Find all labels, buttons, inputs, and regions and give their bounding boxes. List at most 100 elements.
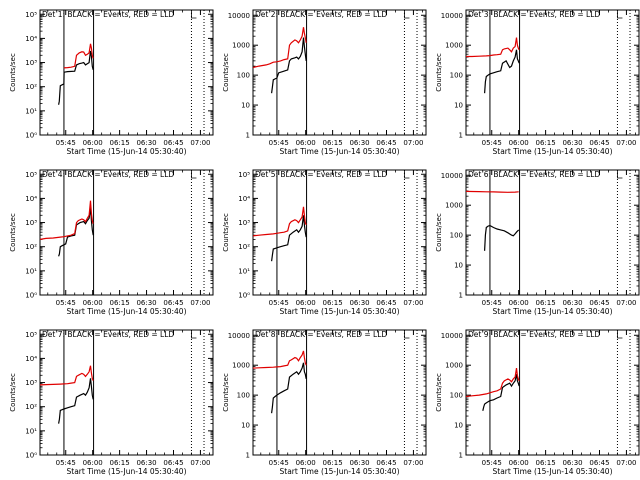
series-line-events bbox=[271, 362, 307, 414]
x-tick-label: 06:30 bbox=[562, 459, 582, 467]
x-tick-label: 05:45 bbox=[482, 459, 502, 467]
x-tick-label: 06:00 bbox=[296, 299, 316, 307]
bracket-marker bbox=[191, 172, 197, 179]
series-line-events bbox=[58, 50, 94, 105]
plot-frame bbox=[465, 329, 640, 456]
y-tick-label: 10⁵ bbox=[25, 331, 37, 339]
x-axis-label: Start Time (15-Jun-14 05:30:40) bbox=[493, 307, 613, 316]
x-tick-label: 07:00 bbox=[403, 299, 423, 307]
y-tick-label: 10⁴ bbox=[25, 355, 37, 363]
x-axis-label: Start Time (15-Jun-14 05:30:40) bbox=[280, 147, 400, 156]
x-tick-label: 06:15 bbox=[110, 299, 130, 307]
x-tick-label: 06:30 bbox=[136, 459, 156, 467]
detector-panel-3: Det 3: BLACK = Events, RED = LLD 1 10 100 10… bbox=[435, 9, 640, 156]
y-axis-label: Counts/sec bbox=[222, 373, 230, 412]
y-tick-label: 10² bbox=[25, 403, 37, 411]
x-tick-label: 07:00 bbox=[403, 459, 423, 467]
y-tick-label: 10³ bbox=[25, 219, 37, 227]
y-tick-label: 10000 bbox=[228, 332, 250, 340]
bracket-marker bbox=[404, 172, 410, 179]
chart-title: Det 3: BLACK = Events, RED = LLD bbox=[468, 10, 600, 19]
y-tick-label: 1000 bbox=[232, 362, 250, 370]
bracket-marker bbox=[404, 332, 410, 339]
series-line-events bbox=[271, 37, 307, 94]
x-tick-label: 06:00 bbox=[509, 299, 529, 307]
x-tick-label: 06:30 bbox=[562, 299, 582, 307]
x-tick-label: 07:00 bbox=[190, 459, 210, 467]
detector-panel-2: Det 2: BLACK = Events, RED = LLD 1 10 100 10… bbox=[222, 9, 427, 156]
y-tick-label: 1 bbox=[246, 132, 250, 140]
y-tick-label: 10¹ bbox=[25, 427, 37, 435]
y-tick-label: 10000 bbox=[228, 12, 250, 20]
series-line-lld bbox=[39, 200, 94, 240]
y-tick-label: 100 bbox=[450, 72, 463, 80]
x-axis-label: Start Time (15-Jun-14 05:30:40) bbox=[280, 467, 400, 476]
chart-title: Det 1: BLACK = Events, RED = LLD bbox=[42, 10, 174, 19]
x-axis-label: Start Time (15-Jun-14 05:30:40) bbox=[493, 147, 613, 156]
x-tick-label: 06:15 bbox=[323, 299, 343, 307]
x-tick-label: 07:00 bbox=[616, 459, 636, 467]
y-tick-label: 10 bbox=[241, 422, 250, 430]
series-line-events bbox=[484, 224, 520, 251]
y-tick-label: 10000 bbox=[441, 172, 463, 180]
y-tick-label: 1000 bbox=[232, 42, 250, 50]
x-tick-label: 06:45 bbox=[163, 299, 183, 307]
x-tick-label: 06:30 bbox=[562, 139, 582, 147]
x-axis-label: Start Time (15-Jun-14 05:30:40) bbox=[493, 467, 613, 476]
x-tick-label: 06:00 bbox=[509, 139, 529, 147]
x-tick-label: 05:45 bbox=[482, 139, 502, 147]
detector-panel-4: Det 4: BLACK = Events, RED = LLD 10⁰ 10¹ 10… bbox=[9, 169, 214, 316]
series-line-lld bbox=[252, 350, 307, 369]
y-tick-label: 10⁴ bbox=[238, 195, 250, 203]
plot-frame bbox=[252, 9, 427, 136]
x-axis-label: Start Time (15-Jun-14 05:30:40) bbox=[67, 147, 187, 156]
x-tick-label: 06:45 bbox=[589, 299, 609, 307]
x-tick-label: 06:45 bbox=[163, 459, 183, 467]
series-line-events bbox=[271, 215, 307, 262]
x-tick-label: 05:45 bbox=[269, 139, 289, 147]
bracket-marker bbox=[617, 172, 623, 179]
plot-frame bbox=[252, 329, 427, 456]
series-line-lld bbox=[39, 365, 94, 386]
x-tick-label: 06:15 bbox=[323, 139, 343, 147]
detector-panel-9: Det 9: BLACK = Events, RED = LLD 1 10 100 10… bbox=[435, 329, 640, 476]
x-tick-label: 06:00 bbox=[509, 459, 529, 467]
x-tick-label: 06:30 bbox=[349, 139, 369, 147]
y-tick-label: 10 bbox=[454, 262, 463, 270]
y-tick-label: 1 bbox=[459, 132, 463, 140]
y-axis-label: Counts/sec bbox=[435, 373, 443, 412]
series-line-events bbox=[482, 374, 520, 411]
x-axis-label: Start Time (15-Jun-14 05:30:40) bbox=[280, 307, 400, 316]
detector-panel-1: Det 1: BLACK = Events, RED = LLD 10⁰ 10¹ 10… bbox=[9, 9, 214, 156]
y-tick-label: 10⁵ bbox=[238, 171, 250, 179]
x-tick-label: 06:45 bbox=[163, 139, 183, 147]
bracket-marker bbox=[191, 332, 197, 339]
x-tick-label: 06:30 bbox=[136, 139, 156, 147]
y-tick-label: 10⁵ bbox=[25, 171, 37, 179]
series-line-events bbox=[58, 378, 94, 424]
x-axis-label: Start Time (15-Jun-14 05:30:40) bbox=[67, 467, 187, 476]
x-tick-label: 05:45 bbox=[482, 299, 502, 307]
series-line-events bbox=[484, 49, 520, 94]
x-tick-label: 06:00 bbox=[83, 139, 103, 147]
x-tick-label: 06:45 bbox=[376, 139, 396, 147]
x-tick-label: 06:00 bbox=[296, 459, 316, 467]
y-tick-label: 1 bbox=[459, 452, 463, 460]
chart-title: Det 4: BLACK = Events, RED = LLD bbox=[42, 170, 174, 179]
x-tick-label: 05:45 bbox=[269, 299, 289, 307]
y-tick-label: 10⁰ bbox=[238, 292, 250, 300]
x-tick-label: 07:00 bbox=[190, 139, 210, 147]
x-tick-label: 07:00 bbox=[616, 299, 636, 307]
chart-title: Det 6: BLACK = Events, RED = LLD bbox=[468, 170, 600, 179]
detector-panel-6: Det 6: BLACK = Events, RED = LLD 1 10 100 10… bbox=[435, 169, 640, 316]
bracket-marker bbox=[404, 12, 410, 19]
y-tick-label: 10² bbox=[25, 243, 37, 251]
y-tick-label: 10¹ bbox=[238, 267, 250, 275]
bracket-marker bbox=[191, 12, 197, 19]
y-tick-label: 100 bbox=[237, 392, 250, 400]
y-tick-label: 1000 bbox=[445, 42, 463, 50]
series-line-lld bbox=[465, 190, 519, 193]
x-tick-label: 06:30 bbox=[349, 459, 369, 467]
